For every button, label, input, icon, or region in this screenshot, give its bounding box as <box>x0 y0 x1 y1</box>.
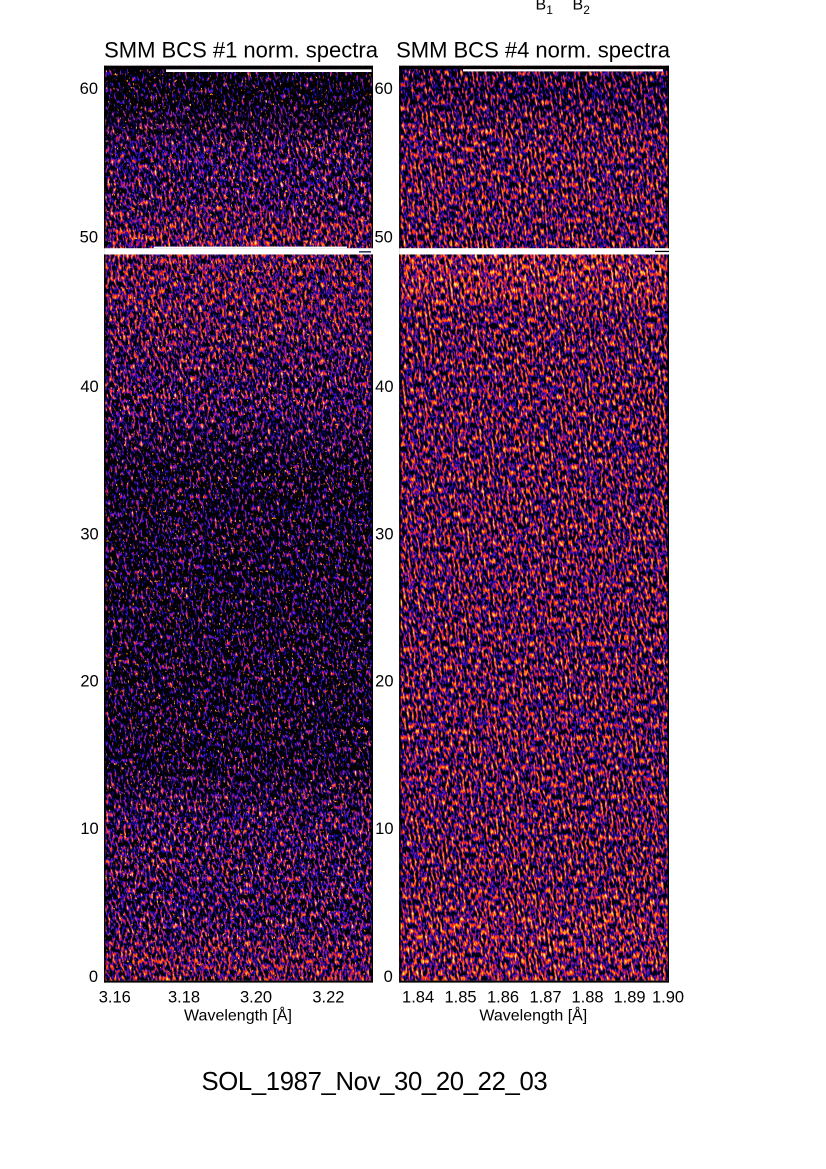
svg-text:50: 50 <box>80 229 98 247</box>
svg-text:60: 60 <box>374 80 392 98</box>
svg-text:3.16: 3.16 <box>99 989 131 1007</box>
svg-text:20: 20 <box>375 673 393 691</box>
svg-text:SMM BCS #4 norm. spectra: SMM BCS #4 norm. spectra <box>396 38 671 63</box>
svg-text:30: 30 <box>375 525 393 543</box>
svg-text:3.18: 3.18 <box>168 989 200 1007</box>
svg-text:3.22: 3.22 <box>312 989 344 1007</box>
svg-text:B: B <box>573 0 584 14</box>
svg-text:2: 2 <box>583 3 590 17</box>
svg-text:1.88: 1.88 <box>571 989 603 1007</box>
svg-text:1.85: 1.85 <box>444 989 476 1007</box>
svg-text:B: B <box>536 0 547 14</box>
svg-text:Wavelength [Å]: Wavelength [Å] <box>479 1005 587 1024</box>
svg-text:1.90: 1.90 <box>652 989 684 1007</box>
svg-text:0: 0 <box>89 968 98 986</box>
svg-text:50: 50 <box>374 229 392 247</box>
svg-text:1.87: 1.87 <box>529 989 561 1007</box>
svg-text:30: 30 <box>80 525 98 543</box>
svg-text:60: 60 <box>80 80 98 98</box>
svg-text:10: 10 <box>375 820 393 838</box>
svg-text:1.89: 1.89 <box>613 989 645 1007</box>
svg-text:1.84: 1.84 <box>402 989 434 1007</box>
svg-text:40: 40 <box>80 378 98 396</box>
svg-text:0: 0 <box>384 968 393 986</box>
svg-text:1: 1 <box>546 3 553 17</box>
svg-text:20: 20 <box>80 673 98 691</box>
svg-text:SMM BCS #1 norm. spectra: SMM BCS #1 norm. spectra <box>104 38 379 63</box>
svg-text:1.86: 1.86 <box>487 989 519 1007</box>
svg-text:Wavelength [Å]: Wavelength [Å] <box>184 1005 292 1024</box>
svg-text:SOL_1987_Nov_30_20_22_03: SOL_1987_Nov_30_20_22_03 <box>202 1068 548 1096</box>
svg-text:3.20: 3.20 <box>240 989 272 1007</box>
svg-text:40: 40 <box>375 378 393 396</box>
svg-text:10: 10 <box>80 820 98 838</box>
